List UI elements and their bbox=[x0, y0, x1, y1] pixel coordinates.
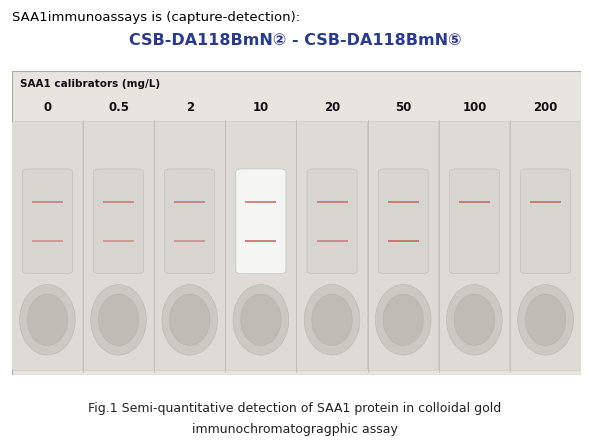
FancyBboxPatch shape bbox=[520, 169, 571, 274]
FancyBboxPatch shape bbox=[439, 122, 510, 370]
FancyBboxPatch shape bbox=[22, 169, 73, 274]
Ellipse shape bbox=[233, 285, 289, 355]
FancyBboxPatch shape bbox=[83, 122, 154, 370]
Text: 0: 0 bbox=[43, 101, 51, 115]
FancyBboxPatch shape bbox=[450, 169, 499, 274]
FancyBboxPatch shape bbox=[12, 122, 83, 370]
FancyBboxPatch shape bbox=[154, 122, 225, 370]
FancyBboxPatch shape bbox=[236, 169, 286, 274]
Ellipse shape bbox=[19, 285, 76, 355]
Text: 0.5: 0.5 bbox=[108, 101, 129, 115]
Text: 50: 50 bbox=[395, 101, 411, 115]
FancyBboxPatch shape bbox=[225, 122, 297, 370]
FancyBboxPatch shape bbox=[378, 169, 428, 274]
Ellipse shape bbox=[447, 285, 502, 355]
Text: 10: 10 bbox=[253, 101, 269, 115]
Ellipse shape bbox=[312, 294, 352, 345]
Text: 2: 2 bbox=[186, 101, 194, 115]
Ellipse shape bbox=[241, 294, 281, 345]
Ellipse shape bbox=[304, 285, 360, 355]
Ellipse shape bbox=[162, 285, 218, 355]
FancyBboxPatch shape bbox=[94, 169, 143, 274]
Ellipse shape bbox=[27, 294, 68, 345]
FancyBboxPatch shape bbox=[510, 122, 581, 370]
FancyBboxPatch shape bbox=[165, 169, 215, 274]
Text: SAA1 calibrators (mg/L): SAA1 calibrators (mg/L) bbox=[20, 79, 160, 89]
Ellipse shape bbox=[91, 285, 146, 355]
Ellipse shape bbox=[169, 294, 210, 345]
Text: 20: 20 bbox=[324, 101, 340, 115]
Text: 100: 100 bbox=[462, 101, 487, 115]
Text: SAA1immunoassays is (capture-detection):: SAA1immunoassays is (capture-detection): bbox=[12, 11, 300, 24]
Ellipse shape bbox=[525, 294, 566, 345]
Ellipse shape bbox=[383, 294, 424, 345]
FancyBboxPatch shape bbox=[297, 122, 368, 370]
Text: CSB-DA118BmN② - CSB-DA118BmN⑤: CSB-DA118BmN② - CSB-DA118BmN⑤ bbox=[129, 33, 461, 48]
Text: 200: 200 bbox=[533, 101, 558, 115]
FancyBboxPatch shape bbox=[368, 122, 439, 370]
Ellipse shape bbox=[517, 285, 573, 355]
FancyBboxPatch shape bbox=[307, 169, 357, 274]
Text: immunochromatogragphic assay: immunochromatogragphic assay bbox=[192, 423, 398, 436]
Ellipse shape bbox=[99, 294, 139, 345]
Ellipse shape bbox=[454, 294, 494, 345]
Ellipse shape bbox=[375, 285, 431, 355]
Text: Fig.1 Semi-quantitative detection of SAA1 protein in colloidal gold: Fig.1 Semi-quantitative detection of SAA… bbox=[88, 402, 502, 415]
